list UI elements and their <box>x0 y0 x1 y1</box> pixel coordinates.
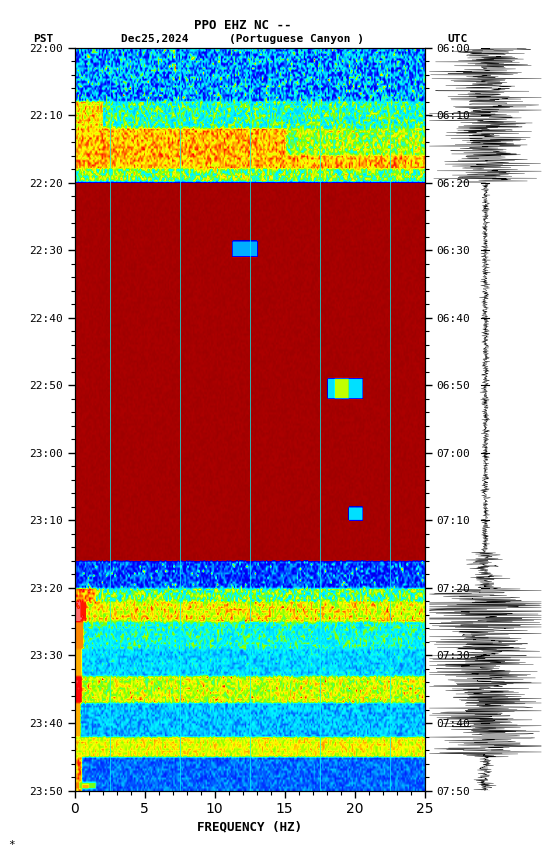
Text: *: * <box>8 841 15 850</box>
Text: Dec25,2024      (Portuguese Canyon ): Dec25,2024 (Portuguese Canyon ) <box>121 34 364 44</box>
Text: UTC: UTC <box>447 34 468 44</box>
X-axis label: FREQUENCY (HZ): FREQUENCY (HZ) <box>197 821 302 834</box>
Text: PPO EHZ NC --: PPO EHZ NC -- <box>194 19 291 32</box>
Text: PST: PST <box>33 34 54 44</box>
